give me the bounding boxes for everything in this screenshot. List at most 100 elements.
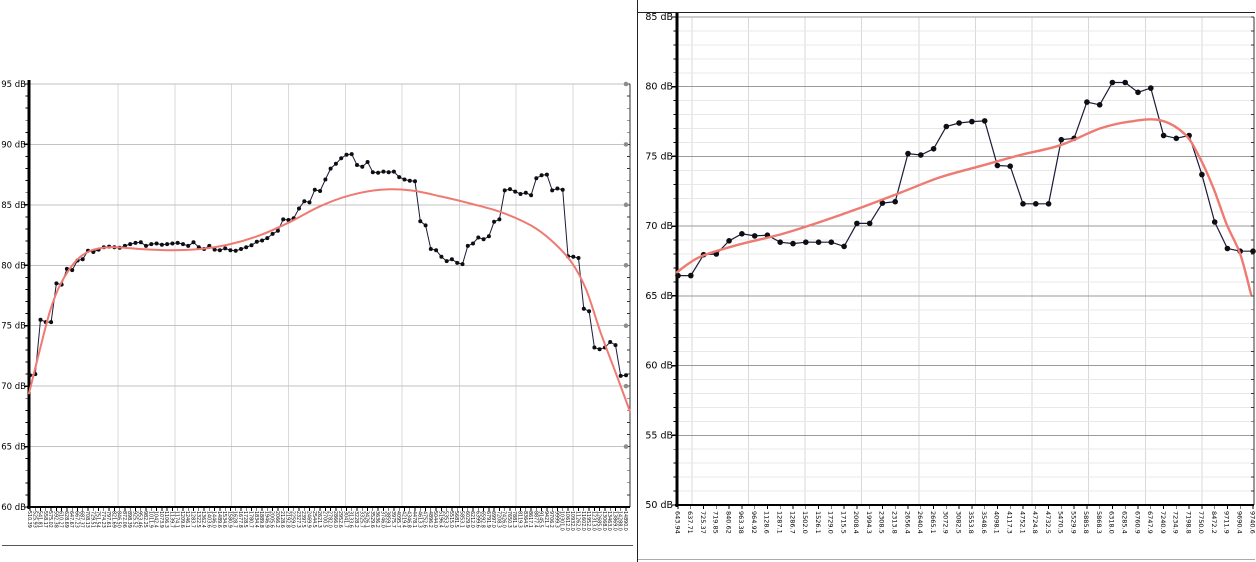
x-axis-label: 1322.5 [195,511,201,528]
data-point [318,189,323,193]
x-axis-label: 525.93 [31,511,37,528]
data-point [592,345,597,350]
x-axis-label: 2469.9 [306,511,312,528]
data-point [1135,89,1141,96]
x-axis-label: 2656.4 [903,511,911,534]
data-point [217,248,222,253]
data-point [307,200,312,205]
grid-end-dots [623,81,629,449]
x-axis-label: 2327.3 [295,511,301,528]
x-axis-label: 9706.2 [548,511,554,528]
x-axis-label: 4724.8 [1031,511,1039,534]
data-point [175,240,180,245]
x-axis-label: 10301.0 [559,511,565,531]
x-axis-label: 1174.1 [174,511,180,528]
x-axis-label: 1073.9 [158,511,164,528]
y-axis-label: 60 dB [1,503,26,513]
data-point [969,118,975,125]
data-point [854,220,860,227]
x-axis-label: 1403.6 [205,511,211,528]
x-axis-label: 3746.0 [379,511,385,528]
data-point [397,175,402,180]
x-axis-label: 647.67 [68,511,74,528]
data-point [1096,102,1103,108]
data-point [54,281,59,286]
x-axis-label: 2544.5 [311,511,317,528]
x-axis-label: 2665.1 [929,511,937,534]
grid-end-dot [623,81,629,87]
y-axis-label: 55 dB [645,430,673,441]
data-point [455,260,460,265]
x-axis-label: 1106.3 [163,511,169,528]
data-point [260,238,265,243]
data-point [905,150,911,157]
x-axis-label: 7234.9 [1172,511,1180,534]
x-axis-label: 3975.7 [390,511,396,528]
x-axis-label: 5470.5 [1057,511,1065,534]
x-axis-label: 2259.0 [290,511,296,528]
x-axis [27,505,630,511]
x-axis-label: 8877.4 [532,511,538,528]
x-axis-label: 1489.6 [216,511,222,528]
data-point [402,177,407,182]
data-point [270,231,275,236]
data-point [943,123,950,130]
x-axis-label: 7208.3 [495,511,501,528]
x-axis-label: 1502.0 [801,511,809,534]
x-axis-label: 13463.0 [606,511,612,531]
x-axis-label: 872.06 [121,511,127,528]
data-point [613,343,618,348]
x-axis-label: 7750.0 [1197,511,1205,534]
x-axis-label: 2308.5 [878,511,886,534]
data-point [688,272,694,279]
data-point [523,190,528,195]
major-gridlines [29,83,630,448]
data-point [265,236,270,241]
x-axis-label: 2008.4 [852,511,860,534]
data-point [228,248,233,253]
x-axis-label: 4346.8 [406,511,412,528]
data-point [286,218,291,222]
right-side-axis [627,83,631,508]
x-axis-label: 6592.8 [480,511,486,528]
x-axis-label: 5681.5 [453,511,459,528]
x-axis-label: 5529.9 [1069,511,1077,534]
x-axis-label: 6399.6 [474,511,480,528]
data-point [165,242,170,247]
x-axis-label: 3529.6 [369,511,375,528]
x-axis-label: 774.23 [100,511,106,528]
x-axis-label: 6318.0 [1108,511,1116,534]
x-axis-label: 2782.0 [327,511,333,528]
y-axis-labels: 95 dB 90 dB 85 dB 80 dB 75 dB 70 dB 65 dB 60 dB [1,80,26,513]
data-point [492,219,497,224]
y-axis-label: 85 dB [645,12,673,23]
data-point [449,257,454,262]
x-axis-label: 5515.0 [448,511,454,528]
data-point [312,187,317,192]
x-axis-label: 963.38 [737,511,745,534]
left-frequency-response-chart: 95 dB 90 dB 85 dB 80 dB 75 dB 70 dB 65 dB 60 dB… [1,80,631,531]
plot-area[interactable] [29,84,630,507]
minor-gridlines [677,30,1254,492]
x-axis-label: 4752.1 [1018,511,1026,534]
x-axis-label: 3548.6 [980,511,988,534]
x-axis-label: 2192.8 [284,511,290,528]
plot-area[interactable] [677,17,1254,505]
x-axis-label: 953.46 [137,511,143,528]
x-axis-label: 1286.7 [788,511,796,534]
x-axis-label: 1780.7 [248,511,254,528]
x-axis-label: 9421.7 [543,511,549,528]
data-point [212,247,217,252]
data-point [1109,79,1116,86]
x-axis-labels: 510.39 525.93 541.81 558.17 575.02 592.38 610.… [26,511,628,531]
x-axis-label: 687.37 [79,511,85,528]
data-point [49,320,54,325]
data-point [739,231,745,237]
data-point [1020,201,1026,207]
x-axis-label: 4095.7 [395,511,401,528]
data-point [618,373,623,378]
data-point [534,176,539,181]
data-point [497,217,502,222]
x-axis-label: 2128.6 [279,511,285,528]
x-axis-label: 2640.4 [916,511,924,534]
